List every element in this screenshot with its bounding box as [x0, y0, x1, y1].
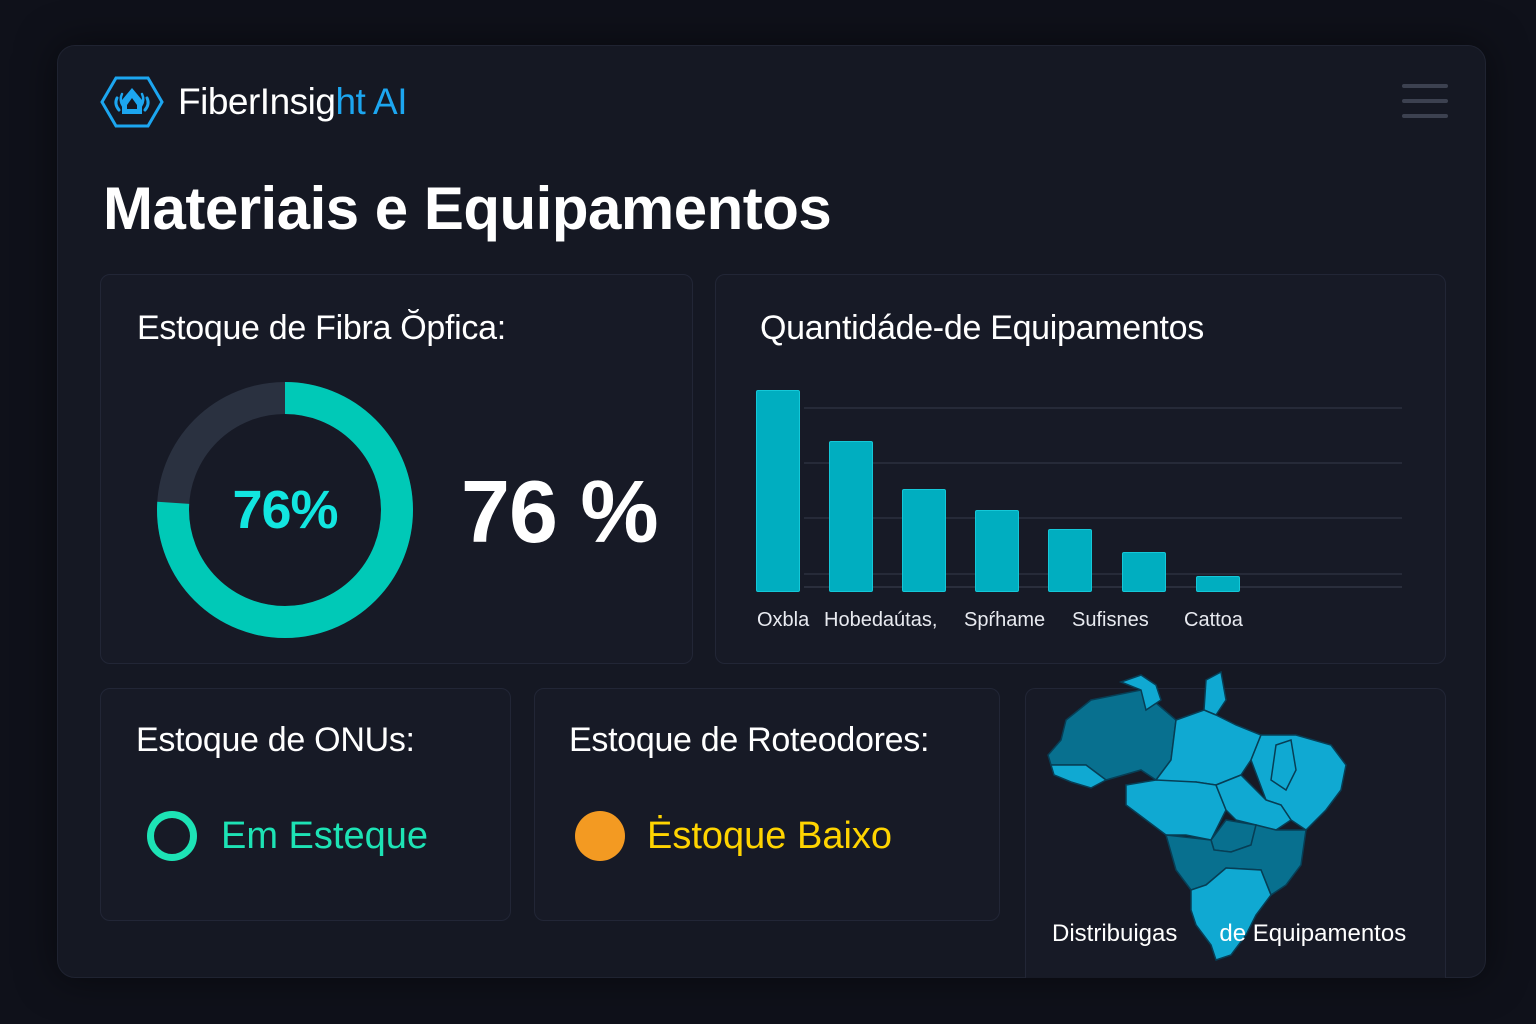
- bar-cattoa[interactable]: [1048, 529, 1092, 592]
- equipment-bar-chart: Oxbla Hobedaútas, Spŕhame Sufisnes Catto…: [716, 275, 1447, 665]
- x-axis-label: Sufisnes: [1072, 609, 1149, 631]
- gridline: [804, 462, 1402, 464]
- fiber-stock-donut-chart: [157, 382, 413, 638]
- onu-stock-card: Estoque de ONUs: Em Esteque: [100, 688, 511, 921]
- menu-line: [1402, 114, 1448, 118]
- gridline: [804, 407, 1402, 409]
- bar-sprhame[interactable]: [902, 489, 946, 592]
- fiber-stock-percentage: 76 %: [461, 462, 659, 561]
- fiber-stock-card: Estoque de Fibra Ŏpfica: 76% 76 %: [100, 274, 693, 664]
- bar-oxbla[interactable]: [756, 390, 800, 592]
- x-axis-label: Hobedaútas,: [824, 609, 938, 631]
- x-axis-label: Oxbla: [757, 609, 810, 631]
- map-caption: Distribuigas de Equipamentos: [1052, 920, 1406, 948]
- page-title: Materiais e Equipamentos: [103, 175, 832, 242]
- status-dot-icon: [575, 811, 625, 861]
- equipment-quantity-card: Quantidáde-de Equipamentos Oxbla Hobedaú…: [715, 274, 1446, 664]
- equipment-quantity-title: Quantidáde-de Equipamentos: [760, 309, 1204, 347]
- menu-line: [1402, 99, 1448, 103]
- router-status-label: Ėstoque Baixo: [647, 814, 893, 857]
- bar-7[interactable]: [1196, 576, 1240, 592]
- router-stock-card: Estoque de Roteodores: Ėstoque Baixo: [534, 688, 1000, 921]
- brand-name: FiberInsight AI: [178, 81, 408, 123]
- gridline: [804, 573, 1402, 575]
- hamburger-menu-icon[interactable]: [1402, 84, 1448, 122]
- bar-hobedautas[interactable]: [829, 441, 873, 592]
- router-stock-title: Estoque de Roteodores:: [569, 721, 930, 759]
- onu-status: Em Esteque: [147, 811, 428, 861]
- brand-name-primary: FiberInsig: [178, 81, 336, 122]
- map-caption-left: Distribuigas: [1052, 920, 1178, 947]
- donut-center-value: 76%: [232, 480, 338, 540]
- router-status: Ėstoque Baixo: [575, 811, 892, 861]
- status-ring-icon: [147, 811, 197, 861]
- bar-sufisnes[interactable]: [975, 510, 1019, 592]
- gridline: [804, 517, 1402, 519]
- brazil-map-icon[interactable]: [1046, 670, 1350, 962]
- brand-name-accent: ht AI: [335, 81, 408, 122]
- map-caption-right: de Equipamentos: [1219, 920, 1407, 947]
- hexagon-home-signal-icon: [100, 76, 164, 128]
- bar-6[interactable]: [1122, 552, 1166, 592]
- fiber-stock-title: Estoque de Fibra Ŏpfica:: [137, 309, 506, 347]
- app-header: FiberInsight AI: [100, 74, 408, 130]
- onu-stock-title: Estoque de ONUs:: [136, 721, 415, 759]
- onu-status-label: Em Esteque: [221, 814, 428, 857]
- menu-line: [1402, 84, 1448, 88]
- x-axis-label: Spŕhame: [964, 609, 1046, 631]
- chart-baseline: [804, 586, 1402, 588]
- x-axis-label: Cattoa: [1184, 609, 1243, 631]
